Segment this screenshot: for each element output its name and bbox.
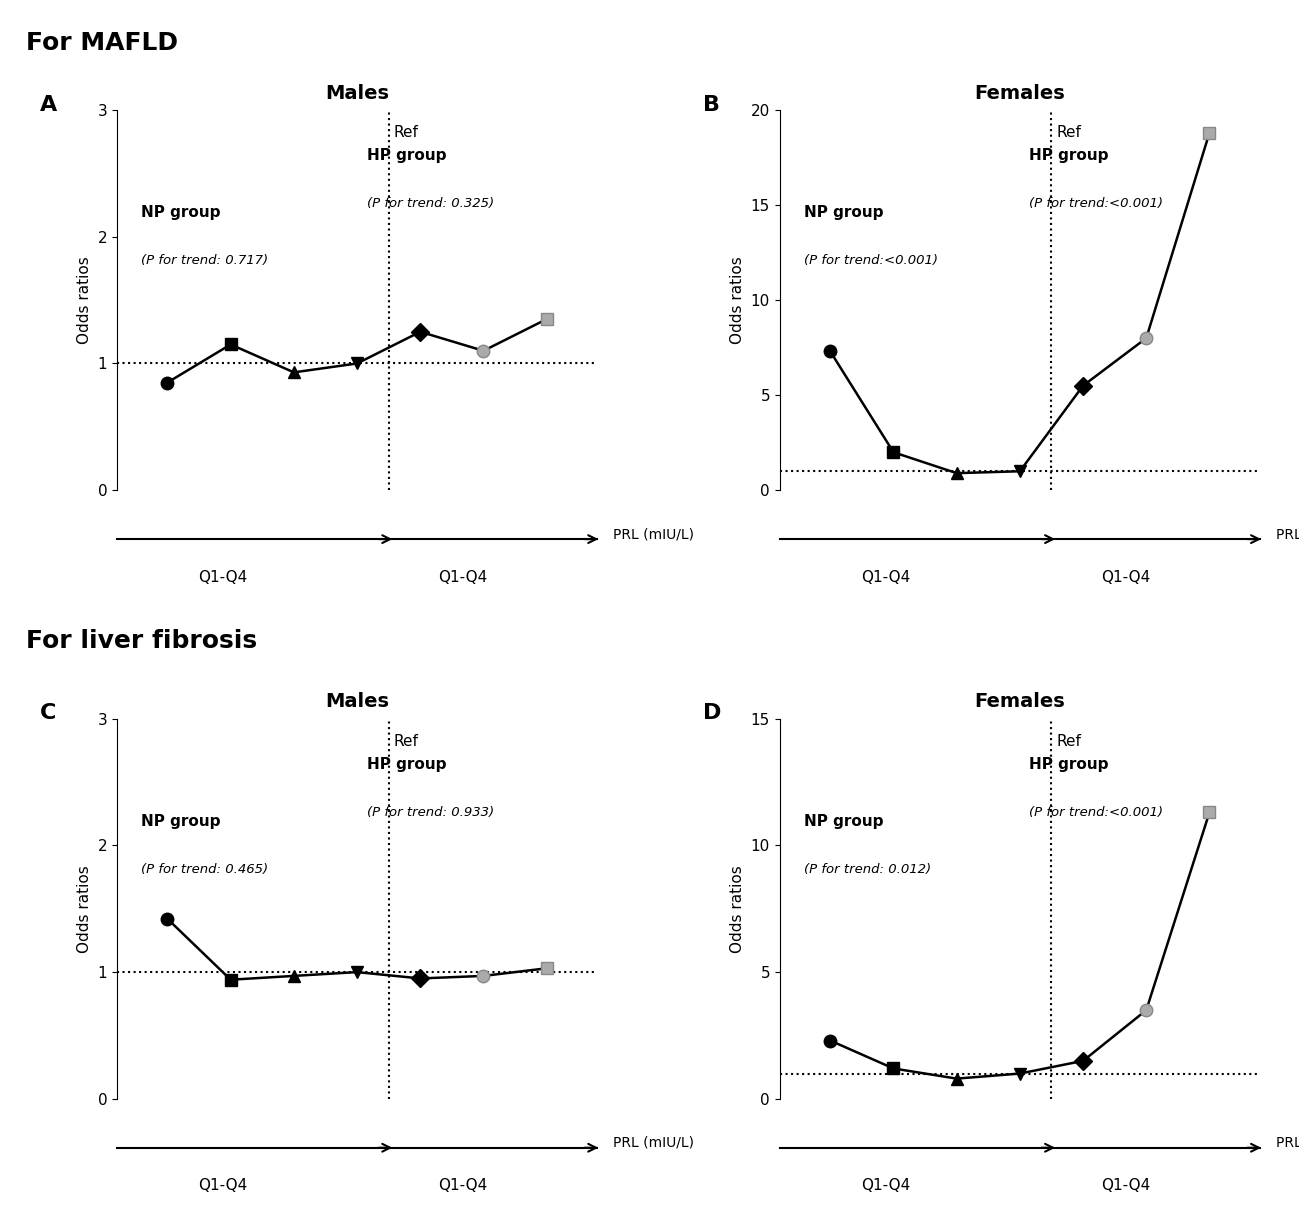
- Text: PRL (mIU/L): PRL (mIU/L): [1276, 527, 1299, 541]
- Text: B: B: [703, 95, 720, 115]
- Text: NP group: NP group: [804, 205, 883, 220]
- Text: NP group: NP group: [140, 205, 221, 220]
- Text: PRL (mIU/L): PRL (mIU/L): [1276, 1136, 1299, 1150]
- Text: Q1-Q4: Q1-Q4: [197, 570, 247, 585]
- Text: HP group: HP group: [1030, 148, 1109, 162]
- Title: Males: Males: [325, 692, 390, 712]
- Text: Ref: Ref: [394, 734, 418, 748]
- Text: Q1-Q4: Q1-Q4: [197, 1178, 247, 1193]
- Text: Q1-Q4: Q1-Q4: [438, 1178, 487, 1193]
- Text: (P for trend:<0.001): (P for trend:<0.001): [804, 254, 938, 267]
- Text: Q1-Q4: Q1-Q4: [1102, 1178, 1150, 1193]
- Text: NP group: NP group: [804, 813, 883, 829]
- Text: C: C: [40, 703, 56, 723]
- Text: For MAFLD: For MAFLD: [26, 31, 178, 55]
- Text: Q1-Q4: Q1-Q4: [1102, 570, 1150, 585]
- Text: HP group: HP group: [366, 148, 446, 162]
- Text: NP group: NP group: [140, 813, 221, 829]
- Y-axis label: Odds ratios: Odds ratios: [730, 864, 746, 952]
- Text: HP group: HP group: [366, 757, 446, 772]
- Y-axis label: Odds ratios: Odds ratios: [730, 256, 746, 344]
- Text: A: A: [40, 95, 57, 115]
- Text: D: D: [703, 703, 721, 723]
- Text: (P for trend:<0.001): (P for trend:<0.001): [1030, 806, 1164, 819]
- Text: Ref: Ref: [1056, 125, 1081, 140]
- Text: (P for trend: 0.012): (P for trend: 0.012): [804, 863, 931, 875]
- Text: (P for trend: 0.717): (P for trend: 0.717): [140, 254, 268, 267]
- Text: (P for trend: 0.933): (P for trend: 0.933): [366, 806, 494, 819]
- Text: (P for trend:<0.001): (P for trend:<0.001): [1030, 198, 1164, 210]
- Text: (P for trend: 0.465): (P for trend: 0.465): [140, 863, 268, 875]
- Title: Males: Males: [325, 84, 390, 103]
- Title: Females: Females: [974, 84, 1065, 103]
- Text: HP group: HP group: [1030, 757, 1109, 772]
- Text: Q1-Q4: Q1-Q4: [861, 570, 911, 585]
- Text: Ref: Ref: [394, 125, 418, 140]
- Title: Females: Females: [974, 692, 1065, 712]
- Y-axis label: Odds ratios: Odds ratios: [77, 256, 92, 344]
- Text: Q1-Q4: Q1-Q4: [861, 1178, 911, 1193]
- Text: PRL (mIU/L): PRL (mIU/L): [613, 527, 694, 541]
- Text: PRL (mIU/L): PRL (mIU/L): [613, 1136, 694, 1150]
- Text: For liver fibrosis: For liver fibrosis: [26, 629, 257, 653]
- Text: (P for trend: 0.325): (P for trend: 0.325): [366, 198, 494, 210]
- Text: Ref: Ref: [1056, 734, 1081, 748]
- Y-axis label: Odds ratios: Odds ratios: [77, 864, 92, 952]
- Text: Q1-Q4: Q1-Q4: [438, 570, 487, 585]
